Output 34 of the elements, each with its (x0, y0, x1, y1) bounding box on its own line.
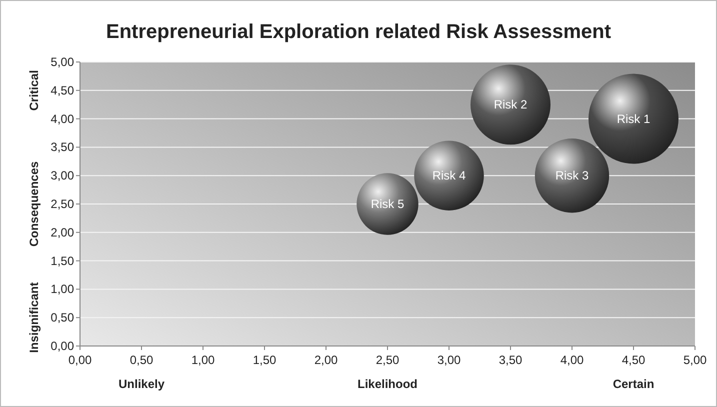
series-label: Risk 2 (494, 98, 528, 112)
x-tick-label: 1,50 (252, 353, 276, 367)
x-tick-label: 0,50 (130, 353, 154, 367)
x-tick-label: 5,00 (683, 353, 707, 367)
chart-title: Entrepreneurial Exploration related Risk Assessment (106, 21, 612, 43)
y-axis-title: Consequences (27, 160, 41, 247)
series-label: Risk 4 (432, 168, 466, 183)
series-label: Risk 5 (370, 197, 404, 211)
y-tick-label: 3,50 (50, 140, 74, 154)
y-tick-label: 4,00 (50, 112, 74, 126)
y-tick-label: 1,00 (50, 282, 74, 296)
x-axis-title: Likelihood (358, 377, 418, 391)
x-tick-label: 2,00 (314, 353, 338, 367)
y-tick-label: 0,00 (50, 339, 74, 353)
y-tick-label: 4,50 (50, 83, 74, 98)
text: Insignificant (27, 282, 41, 353)
x-tick-label: 4,00 (560, 353, 584, 367)
x-tick-label: 3,00 (437, 353, 461, 367)
text: Unlikely (118, 377, 165, 391)
y-tick-label: 0,50 (50, 310, 74, 325)
x-tick-label: 3,50 (498, 353, 522, 367)
text: Certain (612, 377, 654, 391)
x-tick-label: 1,00 (191, 353, 215, 367)
x-tick-label: 0,00 (68, 353, 92, 367)
text: Critical (27, 70, 41, 111)
y-tick-label: 2,00 (50, 225, 74, 240)
series-label: Risk 3 (555, 168, 589, 183)
series-label: Risk 1 (616, 112, 650, 126)
x-tick-label: 2,50 (376, 353, 400, 367)
x-tick-label: 4,50 (622, 353, 646, 367)
y-tick-label: 3,00 (50, 168, 74, 183)
y-tick-label: 2,50 (50, 197, 74, 211)
y-tick-label: 5,00 (50, 55, 74, 69)
y-tick-label: 1,50 (50, 254, 74, 268)
